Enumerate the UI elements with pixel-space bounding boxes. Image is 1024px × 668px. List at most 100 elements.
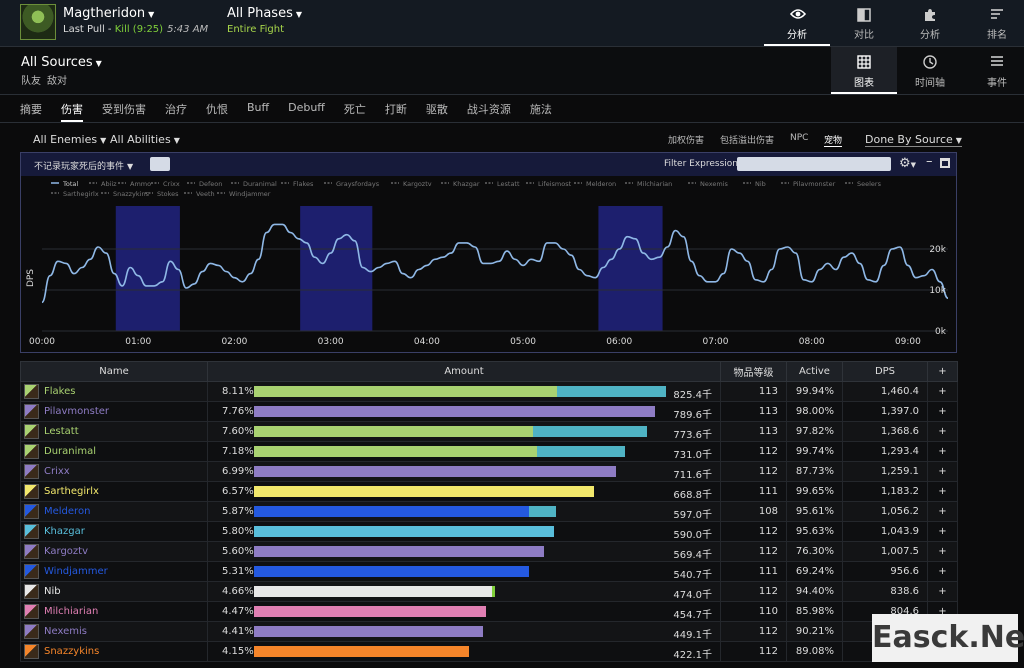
expand-button[interactable]: + [927, 541, 958, 562]
boss-selector[interactable]: Magtheridon ▼ [63, 6, 154, 21]
table-row[interactable]: Windjammer 5.31% 540.7千 111 69.24% 956.6 + [20, 561, 958, 582]
player-cell[interactable]: Melderon [20, 501, 208, 522]
tab-dispels[interactable]: 驱散 [425, 103, 448, 116]
table-row[interactable]: Crixx 6.99% 711.6千 112 87.73% 1,259.1 + [20, 461, 958, 482]
expand-button[interactable]: + [927, 481, 958, 502]
player-name[interactable]: Flakes [44, 386, 76, 397]
npc-toggle[interactable]: NPC [790, 133, 809, 143]
abilities-dropdown[interactable]: All Abilities ▼ [110, 133, 180, 146]
expand-button[interactable]: + [927, 561, 958, 582]
enemies-dropdown[interactable]: All Enemies ▼ [33, 133, 106, 146]
tab-healing[interactable]: 治疗 [165, 103, 187, 116]
player-cell[interactable]: Khazgar [20, 521, 208, 542]
player-cell[interactable]: Duranimal [20, 441, 208, 462]
tab-threat[interactable]: 仇恨 [206, 103, 228, 116]
tab-buffs[interactable]: Buff [247, 101, 270, 114]
player-cell[interactable]: Lestatt [20, 421, 208, 442]
tab-compare[interactable]: 对比 [831, 0, 897, 46]
minimize-icon[interactable]: – [926, 154, 933, 169]
player-name[interactable]: Pilavmonster [44, 406, 110, 417]
expand-button[interactable]: + [927, 521, 958, 542]
player-cell[interactable]: Snazzykins [20, 641, 208, 662]
player-cell[interactable]: Nib [20, 581, 208, 602]
player-name[interactable]: Khazgar [44, 526, 85, 537]
weighted-damage-toggle[interactable]: 加权伤害 [668, 136, 705, 146]
tab-rankings[interactable]: 排名 [964, 0, 1024, 46]
player-cell[interactable]: Nexemis [20, 621, 208, 642]
source-selector[interactable]: All Sources ▼ [21, 55, 102, 70]
done-by-dropdown[interactable]: Done By Source ▼ [865, 133, 962, 147]
table-row[interactable]: Duranimal 7.18% 731.0千 112 99.74% 1,293.4 + [20, 441, 958, 462]
hostile-link[interactable]: 敌对 [47, 76, 67, 87]
compare-icon [857, 8, 871, 22]
player-cell[interactable]: Sarthegirlx [20, 481, 208, 502]
tab-resources[interactable]: 战斗资源 [466, 103, 511, 116]
table-row[interactable]: Sarthegirlx 6.57% 668.8千 111 99.65% 1,183.2 + [20, 481, 958, 502]
tab-summary[interactable]: 摘要 [20, 103, 42, 116]
col-amount[interactable]: Amount [207, 361, 721, 382]
expand-button[interactable]: + [927, 581, 958, 602]
player-name[interactable]: Crixx [44, 466, 70, 477]
player-name[interactable]: Nexemis [44, 626, 87, 637]
expand-button[interactable]: + [927, 421, 958, 442]
include-overkill-toggle[interactable]: 包括溢出伤害 [720, 136, 775, 146]
exclude-after-death-dropdown[interactable]: 不记录玩家死后的事件 ▼ [34, 159, 133, 172]
pets-toggle[interactable]: 宠物 [824, 133, 843, 147]
player-name[interactable]: Duranimal [44, 446, 97, 457]
tab-debuffs[interactable]: Debuff [288, 101, 325, 114]
table-row[interactable]: Milchiarian 4.47% 454.7千 110 85.98% 804.6 + [20, 601, 958, 622]
player-name[interactable]: Kargoztv [44, 546, 88, 557]
tab-timeline[interactable]: 时间轴 [897, 47, 963, 94]
gear-icon[interactable]: ⚙▼ [899, 156, 917, 171]
col-name[interactable]: Name [20, 361, 208, 382]
expand-button[interactable]: + [927, 441, 958, 462]
col-add[interactable]: + [927, 361, 958, 382]
player-name[interactable]: Lestatt [44, 426, 79, 437]
tab-analysis[interactable]: 分析 [764, 0, 830, 46]
maximize-icon[interactable] [940, 158, 950, 168]
table-row[interactable]: Flakes 8.11% 825.4千 113 99.94% 1,460.4 + [20, 381, 958, 402]
table-row[interactable]: Pilavmonster 7.76% 789.6千 113 98.00% 1,397.0 + [20, 401, 958, 422]
amount-percent: 5.31% [222, 566, 254, 577]
pull-info[interactable]: Last Pull - Kill (9:25) 5:43 AM [63, 24, 208, 35]
col-item-level[interactable]: 物品等级 [720, 361, 787, 382]
col-active[interactable]: Active [786, 361, 843, 382]
filter-expression-input[interactable] [737, 157, 891, 171]
table-row[interactable]: Melderon 5.87% 597.0千 108 95.61% 1,056.2 + [20, 501, 958, 522]
player-cell[interactable]: Milchiarian [20, 601, 208, 622]
tab-deaths[interactable]: 死亡 [343, 103, 366, 116]
table-row[interactable]: Lestatt 7.60% 773.6千 113 97.82% 1,368.6 + [20, 421, 958, 442]
expand-button[interactable]: + [927, 401, 958, 422]
expand-button[interactable]: + [927, 501, 958, 522]
player-name[interactable]: Sarthegirlx [44, 486, 99, 497]
phase-selector[interactable]: All Phases ▼ [227, 6, 302, 21]
tab-chart[interactable]: 图表 [831, 47, 897, 94]
tab-events[interactable]: 事件 [964, 47, 1024, 94]
player-cell[interactable]: Kargoztv [20, 541, 208, 562]
player-name[interactable]: Snazzykins [44, 646, 100, 657]
player-name[interactable]: Windjammer [44, 566, 108, 577]
expand-button[interactable]: + [927, 461, 958, 482]
tab-damage-taken[interactable]: 受到伤害 [102, 103, 146, 116]
table-row[interactable]: Nib 4.66% 474.0千 112 94.40% 838.6 + [20, 581, 958, 602]
expand-button[interactable]: + [927, 381, 958, 402]
player-name[interactable]: Melderon [44, 506, 91, 517]
player-cell[interactable]: Flakes [20, 381, 208, 402]
exclude-after-death-input[interactable] [150, 157, 170, 171]
tab-casts[interactable]: 施法 [529, 103, 552, 116]
tab-interrupts[interactable]: 打断 [384, 103, 407, 116]
friendly-link[interactable]: 队友 [21, 76, 41, 87]
col-dps[interactable]: DPS [842, 361, 928, 382]
table-row[interactable]: Kargoztv 5.60% 569.4千 112 76.30% 1,007.5 + [20, 541, 958, 562]
tab-damage-done[interactable]: 伤害 [61, 95, 83, 122]
player-cell[interactable]: Pilavmonster [20, 401, 208, 422]
player-cell[interactable]: Crixx [20, 461, 208, 482]
player-name[interactable]: Milchiarian [44, 606, 99, 617]
player-cell[interactable]: Windjammer [20, 561, 208, 582]
tab-analyze[interactable]: 分析 [897, 0, 963, 46]
table-row[interactable]: Khazgar 5.80% 590.0千 112 95.63% 1,043.9 + [20, 521, 958, 542]
amount-value: 540.7千 [673, 570, 712, 581]
player-name[interactable]: Nib [44, 586, 61, 597]
